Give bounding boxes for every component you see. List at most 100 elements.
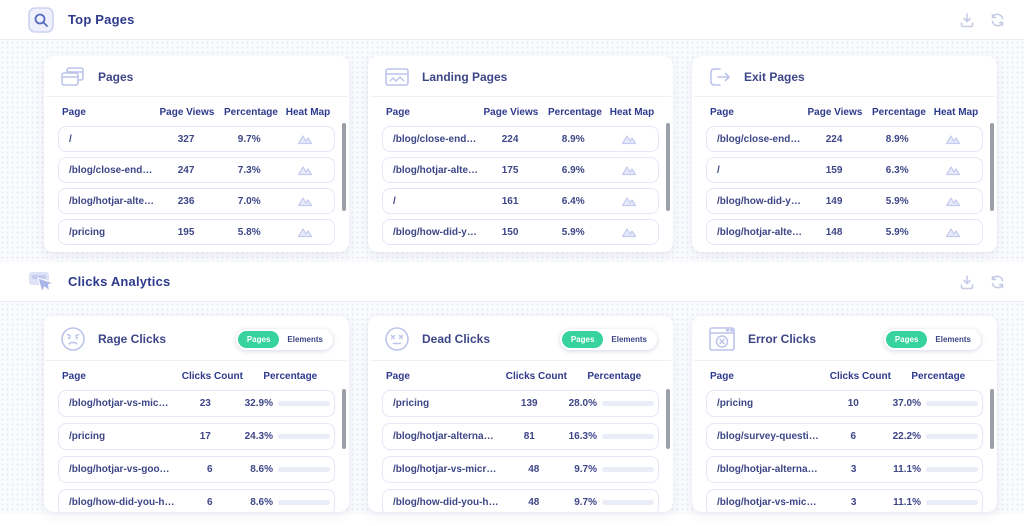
table-row[interactable]: / 161 6.4% — [382, 188, 659, 214]
clicks-analytics-actions — [959, 274, 1006, 290]
table-row[interactable]: /blog/hotjar-vs-google-a... 6 8.6% — [58, 456, 335, 483]
table-row[interactable]: /blog/how-did-you-hear... 6 8.6% — [58, 489, 335, 512]
landing-pages-card: Landing Pages Page Page Views Percentage… — [368, 56, 673, 252]
heatmap-icon[interactable] — [281, 133, 330, 145]
page-views: 247 — [155, 165, 218, 176]
toggle-pages-button[interactable]: Pages — [562, 331, 604, 348]
error-clicks-card-header: Error Clicks Pages Elements — [694, 316, 995, 361]
page-path: /blog/hotjar-altern... — [711, 227, 803, 238]
percentage-cell: 11.1% — [887, 497, 978, 508]
percentage-cell: 9.7% — [568, 497, 654, 508]
percentage-cell: 11.1% — [887, 464, 978, 475]
page-views: 195 — [155, 227, 218, 238]
page-views: 159 — [803, 165, 866, 176]
download-icon[interactable] — [959, 274, 975, 290]
table-row[interactable]: /blog/close-ended... 247 7.3% — [58, 157, 335, 183]
landing-pages-card-title: Landing Pages — [422, 70, 507, 84]
page-pct: 5.9% — [866, 227, 929, 238]
heatmap-icon[interactable] — [929, 226, 978, 238]
error-clicks-card-title: Error Clicks — [748, 332, 816, 346]
table-row[interactable]: /pricing 17 24.3% — [58, 423, 335, 450]
page-path: /pricing — [711, 398, 820, 409]
table-row[interactable]: /blog/close-ended... 224 8.9% — [706, 126, 983, 152]
page-path: /blog/hotjar-altern... — [63, 196, 155, 207]
table-row[interactable]: /pricing 10 37.0% — [706, 390, 983, 417]
col-pct: Percentage — [219, 107, 283, 118]
table-scrollbar[interactable] — [666, 123, 670, 211]
clicks-count: 48 — [499, 497, 568, 508]
refresh-icon[interactable] — [989, 274, 1006, 290]
landing-pages-icon — [384, 66, 410, 88]
table-row[interactable]: /blog/hotjar-vs-microsof... 3 11.1% — [706, 489, 983, 512]
table-row[interactable]: / 159 6.3% — [706, 157, 983, 183]
error-table-head: Page Clicks Count Percentage — [706, 367, 989, 390]
col-views: Page Views — [155, 107, 219, 118]
percentage-cell: 37.0% — [887, 398, 978, 409]
table-row[interactable]: /blog/how-did-you-hear... 48 9.7% — [382, 489, 659, 512]
heatmap-icon[interactable] — [605, 226, 654, 238]
top-pages-section-icon — [26, 6, 56, 34]
heatmap-icon[interactable] — [605, 133, 654, 145]
percentage-cell: 8.6% — [244, 464, 330, 475]
heatmap-icon[interactable] — [929, 164, 978, 176]
exit-pages-icon — [708, 66, 732, 88]
clicks-count: 139 — [496, 398, 563, 409]
table-row[interactable]: /blog/hotjar-vs-microsof... 48 9.7% — [382, 456, 659, 483]
table-scrollbar[interactable] — [666, 389, 670, 449]
heatmap-icon[interactable] — [281, 195, 330, 207]
toggle-pages-button[interactable]: Pages — [886, 331, 928, 348]
table-row[interactable]: /blog/survey-question-e... 6 22.2% — [706, 423, 983, 450]
pct-bar-track — [926, 500, 978, 505]
table-row[interactable]: /blog/how-did-yo... 150 5.9% — [382, 219, 659, 245]
table-row[interactable]: /pricing 139 28.0% — [382, 390, 659, 417]
table-row[interactable]: /blog/close-ended... 224 8.9% — [382, 126, 659, 152]
error-clicks-toggle: Pages Elements — [884, 329, 981, 350]
table-row[interactable]: /blog/hotjar-alternatives 81 16.3% — [382, 423, 659, 450]
heatmap-icon[interactable] — [605, 195, 654, 207]
table-scrollbar[interactable] — [342, 123, 346, 211]
exit-table-head: Page Page Views Percentage Heat Map — [706, 103, 989, 126]
landing-pages-table: Page Page Views Percentage Heat Map /blo… — [368, 97, 673, 245]
heatmap-icon[interactable] — [281, 226, 330, 238]
heatmap-icon[interactable] — [929, 133, 978, 145]
table-row[interactable]: /blog/hotjar-altern... 236 7.0% — [58, 188, 335, 214]
page-path: /blog/hotjar-vs-microsof... — [387, 464, 499, 475]
download-icon[interactable] — [959, 12, 975, 28]
table-row[interactable]: /blog/how-did-yo... 149 5.9% — [706, 188, 983, 214]
table-scrollbar[interactable] — [990, 389, 994, 449]
rage-face-icon — [60, 326, 86, 352]
toggle-elements-button[interactable]: Elements — [927, 331, 979, 348]
page-views: 149 — [803, 196, 866, 207]
page-views: 224 — [803, 134, 866, 145]
table-row[interactable]: / 327 9.7% — [58, 126, 335, 152]
table-row[interactable]: /blog/hotjar-altern... 148 5.9% — [706, 219, 983, 245]
col-heatmap: Heat Map — [931, 107, 981, 118]
table-row[interactable]: /pricing 195 5.8% — [58, 219, 335, 245]
heatmap-icon[interactable] — [605, 164, 654, 176]
exit-pages-table: Page Page Views Percentage Heat Map /blo… — [692, 97, 997, 245]
error-clicks-card: Error Clicks Pages Elements Page Clicks … — [692, 316, 997, 512]
col-page: Page — [386, 371, 501, 382]
table-scrollbar[interactable] — [342, 389, 346, 449]
clicks-analytics-section-icon — [26, 268, 56, 296]
table-row[interactable]: /blog/hotjar-vs-microsof... 23 32.9% — [58, 390, 335, 417]
toggle-elements-button[interactable]: Elements — [279, 331, 331, 348]
pages-card-title: Pages — [98, 70, 133, 84]
col-page: Page — [710, 107, 803, 118]
table-scrollbar[interactable] — [990, 123, 994, 211]
pct-bar-track — [602, 467, 654, 472]
col-pct: Percentage — [543, 107, 607, 118]
heatmap-icon[interactable] — [281, 164, 330, 176]
dead-clicks-card: Dead Clicks Pages Elements Page Clicks C… — [368, 316, 673, 512]
table-row[interactable]: /blog/hotjar-alternatives 3 11.1% — [706, 456, 983, 483]
toggle-pages-button[interactable]: Pages — [238, 331, 280, 348]
pages-card-header: Pages — [46, 56, 347, 97]
table-row[interactable]: /blog/hotjar-altern... 175 6.9% — [382, 157, 659, 183]
heatmap-icon[interactable] — [929, 195, 978, 207]
refresh-icon[interactable] — [989, 12, 1006, 28]
page-path: /pricing — [63, 431, 172, 442]
page-path: /blog/how-did-you-hear... — [63, 497, 175, 508]
page-path: /blog/hotjar-alternatives — [711, 464, 820, 475]
toggle-elements-button[interactable]: Elements — [603, 331, 655, 348]
clicks-analytics-section-header: Clicks Analytics — [0, 262, 1024, 302]
